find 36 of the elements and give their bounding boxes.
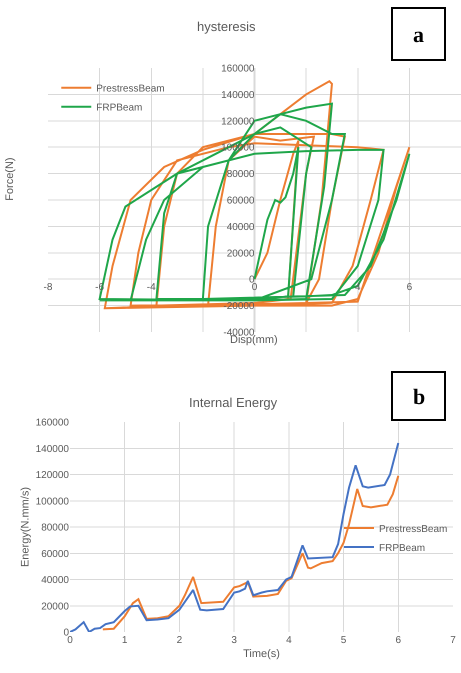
y-tick-label: 20000 [41, 601, 70, 612]
chart-title: Internal Energy [189, 395, 278, 410]
x-tick-label: 7 [450, 635, 456, 646]
y-tick-label: 60000 [226, 196, 255, 206]
y-tick-label: 160000 [36, 418, 70, 428]
y-tick-label: 20000 [226, 248, 255, 260]
legend-label: FRPBeam [96, 102, 142, 114]
x-tick-label: 2 [176, 635, 183, 646]
y-tick-label: 140000 [221, 90, 255, 101]
legend-label: FRPBeam [379, 542, 426, 554]
y-tick-label: 160000 [221, 64, 255, 74]
x-tick-label: 6 [406, 282, 413, 294]
y-tick-label: 60000 [41, 548, 70, 560]
legend-label: PrestressBeam [379, 524, 448, 535]
text: a [413, 22, 424, 47]
x-axis-title: Time(s) [243, 648, 280, 660]
x-tick-label: -4 [146, 282, 156, 294]
y-tick-label: 80000 [41, 522, 70, 534]
x-tick-label: 1 [122, 635, 128, 646]
text: b [413, 384, 426, 409]
y-axis-title: Energy(N.mm/s) [19, 486, 32, 568]
y-tick-label: 80000 [226, 169, 255, 180]
x-tick-label: -8 [44, 282, 53, 294]
legend-label: PrestressBeam [96, 84, 165, 95]
y-tick-label: 0 [63, 628, 70, 638]
x-tick-label: 6 [396, 635, 402, 646]
y-tick-label: 120000 [36, 470, 70, 481]
x-tick-label: 5 [340, 635, 347, 646]
y-tick-label: 40000 [226, 222, 255, 233]
y-tick-label: 100000 [36, 496, 70, 508]
x-tick-label: 3 [231, 635, 238, 646]
y-tick-label: 140000 [36, 444, 70, 455]
x-tick-label: 4 [286, 635, 292, 646]
chart-title: hysteresis [197, 19, 256, 34]
y-axis-title: Force(N) [4, 157, 16, 201]
y-tick-label: 40000 [41, 575, 70, 586]
